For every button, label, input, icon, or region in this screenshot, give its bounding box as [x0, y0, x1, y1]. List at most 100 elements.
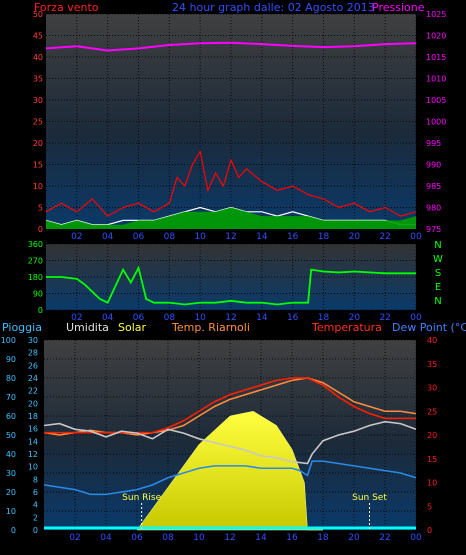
rain-tick-1: 10 — [6, 507, 16, 516]
rain-tick-0: 0 — [11, 526, 16, 535]
y-left-tick-10: 50 — [33, 10, 43, 19]
x-tick-1-9: 20 — [349, 313, 361, 323]
panel-wind-direction-x-ticks: 02 04 06 08 10 12 14 16 18 20 22 00 — [71, 313, 422, 323]
y-right-tick-4: 995 — [426, 139, 441, 148]
y-right-tick-2: 985 — [426, 182, 441, 191]
humidity-tick-13: 26 — [28, 361, 38, 370]
series-line-2-3 — [43, 420, 417, 465]
x-tick-0-0: 02 — [71, 232, 82, 242]
y-right-tick-6: 1005 — [426, 96, 446, 105]
panel-temp-solar-rain-ticks: 0 10 20 30 40 50 60 70 80 90 100 — [1, 336, 16, 535]
dir-tick-4: 360 — [28, 240, 43, 249]
temp-tick-4: 20 — [427, 431, 437, 440]
panel-temp-solar-series — [43, 377, 417, 531]
series-area-3 — [46, 207, 416, 229]
x-tick-1-7: 16 — [287, 313, 299, 323]
y-left-tick-3: 15 — [33, 161, 43, 170]
x-tick-0-6: 14 — [256, 232, 268, 242]
temp-tick-2: 10 — [427, 479, 437, 488]
x-tick-0-4: 10 — [194, 232, 206, 242]
dir-line-0 — [46, 265, 416, 306]
sun-marker-label-0: Sun Rise — [122, 493, 161, 503]
dir-tick-1: 90 — [33, 290, 43, 299]
humidity-tick-10: 20 — [28, 399, 38, 408]
x-tick-0-2: 06 — [133, 232, 145, 242]
x-tick-1-11: 00 — [410, 313, 422, 323]
panel-wind-pressure-y-right-ticks: 975 980 985 990 995 1000 1005 1010 1015 1020 1025 — [426, 10, 446, 234]
header-label-dew-point: Dew Point (°C) — [392, 321, 466, 334]
panel-wind-pressure-series — [45, 41, 417, 229]
x-tick-2-10: 22 — [379, 533, 390, 543]
rain-tick-9: 90 — [6, 355, 16, 364]
panel-wind-direction-grid — [46, 243, 417, 311]
y-right-tick-1: 980 — [426, 204, 441, 213]
header-label-temp-riarnoli: Temp. Riarnoli — [171, 321, 250, 334]
x-tick-2-4: 10 — [193, 533, 205, 543]
y-left-tick-5: 25 — [33, 118, 43, 127]
x-tick-0-1: 04 — [102, 232, 114, 242]
series-line-1 — [45, 149, 417, 217]
x-tick-0-9: 20 — [349, 232, 361, 242]
humidity-tick-4: 8 — [33, 475, 38, 484]
x-tick-0-7: 16 — [287, 232, 299, 242]
x-tick-1-2: 06 — [133, 313, 145, 323]
x-tick-1-1: 04 — [102, 313, 114, 323]
x-tick-2-6: 14 — [255, 533, 267, 543]
humidity-tick-15: 30 — [28, 336, 38, 345]
temp-tick-1: 5 — [427, 502, 432, 511]
y-left-tick-1: 5 — [38, 204, 43, 213]
rain-tick-2: 20 — [6, 488, 16, 497]
x-tick-2-7: 16 — [286, 533, 298, 543]
y-right-tick-0: 975 — [426, 225, 441, 234]
y-left-tick-8: 40 — [33, 53, 43, 62]
x-tick-2-5: 12 — [224, 533, 235, 543]
y-right-tick-8: 1015 — [426, 53, 446, 62]
humidity-tick-11: 22 — [28, 387, 38, 396]
x-tick-1-10: 22 — [379, 313, 390, 323]
header-label-pioggia: Pioggia — [2, 321, 42, 334]
series-line-0 — [45, 41, 417, 52]
humidity-tick-8: 16 — [28, 425, 38, 434]
x-tick-1-4: 10 — [194, 313, 206, 323]
x-tick-0-3: 08 — [164, 232, 176, 242]
series-line-2-2 — [44, 377, 416, 434]
temp-tick-3: 15 — [427, 455, 437, 464]
y-left-tick-7: 35 — [33, 75, 43, 84]
y-right-tick-10: 1025 — [426, 10, 446, 19]
rain-tick-7: 70 — [6, 393, 16, 402]
chart-title: 24 hour graph dalle: 02 Agosto 2013 — [172, 1, 375, 14]
y-right-tick-5: 1000 — [426, 118, 446, 127]
header-label-temperatura: Temperatura — [311, 321, 382, 334]
humidity-tick-3: 6 — [33, 488, 38, 497]
y-right-tick-3: 990 — [426, 161, 441, 170]
x-tick-1-6: 14 — [256, 313, 268, 323]
panel-temp-solar-x-ticks: 02 04 06 08 10 12 14 16 18 20 22 00 — [69, 533, 422, 543]
y-left-tick-4: 20 — [33, 139, 43, 148]
compass-label-3: E — [435, 282, 441, 293]
x-tick-2-2: 06 — [131, 533, 143, 543]
x-tick-1-3: 08 — [164, 313, 176, 323]
compass-label-0: N — [434, 240, 441, 251]
humidity-tick-5: 10 — [28, 463, 38, 472]
header-label-solar: Solar — [118, 321, 147, 334]
panel-wind-pressure-y-left-ticks: 0 5 10 15 20 25 30 35 40 45 50 — [33, 10, 43, 234]
x-tick-1-0: 02 — [71, 313, 82, 323]
rain-tick-10: 100 — [1, 336, 16, 345]
humidity-tick-14: 28 — [28, 349, 38, 358]
x-tick-1-5: 12 — [225, 313, 236, 323]
y-left-tick-2: 10 — [33, 182, 43, 191]
pressure-axis-label: Pressione — [372, 1, 425, 14]
compass-label-4: N — [434, 296, 441, 307]
x-tick-0-11: 00 — [410, 232, 422, 242]
x-tick-1-8: 18 — [318, 313, 330, 323]
panel-wind-pressure-x-ticks: 02 04 06 08 10 12 14 16 18 20 22 00 — [71, 232, 422, 242]
panel-temp-solar-temp-ticks: 0 5 10 15 20 25 30 35 40 — [427, 336, 437, 535]
y-left-tick-9: 45 — [33, 32, 43, 41]
x-tick-0-5: 12 — [225, 232, 236, 242]
x-tick-2-9: 20 — [348, 533, 360, 543]
humidity-tick-0: 0 — [33, 526, 38, 535]
rain-tick-8: 80 — [6, 374, 16, 383]
